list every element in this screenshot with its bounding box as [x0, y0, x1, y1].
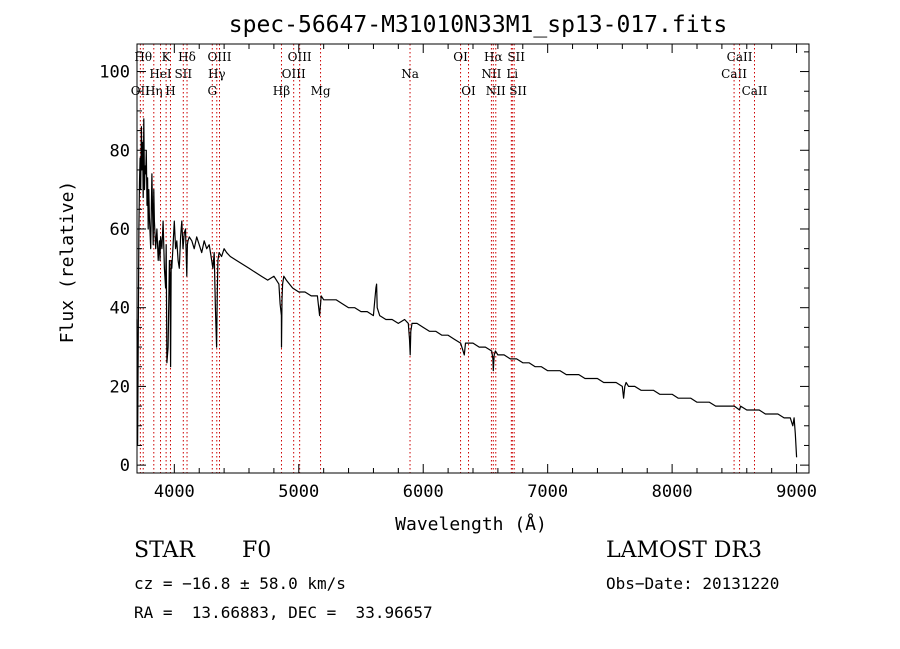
line-label-OI-6300: OI — [453, 50, 468, 64]
x-tick-label: 7000 — [527, 482, 568, 502]
series-flux — [136, 118, 798, 458]
line-label-OIII-5007: OIII — [288, 50, 312, 64]
line-label-Hη: Hη — [145, 84, 163, 98]
line-label-Li: Li — [506, 67, 518, 81]
line-label-K: K — [162, 50, 172, 64]
line-label-Mg: Mg — [311, 84, 331, 98]
y-tick-label: 60 — [110, 220, 130, 240]
line-label-NII-6548: NII — [481, 67, 501, 81]
ra-dec-coordinates: RA = 13.66883, DEC = 33.96657 — [134, 603, 433, 622]
object-class: STAR — [134, 538, 195, 563]
x-tick-label: 4000 — [154, 482, 195, 502]
y-tick-label: 40 — [110, 299, 130, 319]
chart-title: spec-56647-M31010N33M1_sp13-017.fits — [229, 12, 728, 38]
line-markers: OIIHθHηHeIKHSIIHδGHγOIIIHβOIIIOIIIMgNaOI… — [131, 44, 768, 473]
x-tick-label: 6000 — [403, 482, 444, 502]
spectrum-series — [136, 118, 798, 458]
observation-date: Obs−Date: 20131220 — [606, 574, 780, 593]
y-tick-label: 20 — [110, 377, 130, 397]
y-tick-label: 0 — [120, 456, 130, 476]
line-label-SII: SII — [174, 67, 192, 81]
x-tick-label: 8000 — [652, 482, 693, 502]
line-label-Hβ: Hβ — [273, 84, 290, 98]
x-tick-label: 9000 — [776, 482, 817, 502]
survey-name: LAMOST DR3 — [606, 538, 762, 563]
line-label-CaII-8498: CaII — [721, 67, 747, 81]
object-subclass: F0 — [242, 538, 272, 563]
line-label-Na: Na — [401, 67, 419, 81]
axes: 4000 5000 6000 7000 8000 9000 0 20 40 60 80 100 — [99, 43, 817, 502]
y-tick-label: 100 — [99, 63, 130, 83]
line-label-G: G — [207, 84, 217, 98]
line-label-HeI: HeI — [149, 67, 172, 81]
line-label-H: H — [165, 84, 175, 98]
x-tick-label: 5000 — [278, 482, 319, 502]
x-axis-label: Wavelength (Å) — [395, 513, 547, 535]
line-label-Hδ: Hδ — [178, 50, 196, 64]
line-label-Hα: Hα — [484, 50, 503, 64]
redshift-cz: cz = −16.8 ± 58.0 km/s — [134, 574, 346, 593]
y-tick-label: 80 — [110, 141, 130, 161]
line-label-OIII-4959: OIII — [282, 67, 306, 81]
line-label-CaII-8542: CaII — [727, 50, 753, 64]
line-label-SII-6731: SII — [509, 84, 527, 98]
line-label-Hθ: Hθ — [134, 50, 152, 64]
line-label-OIII-4363: OIII — [207, 50, 231, 64]
line-label-OI-6364: OI — [461, 84, 476, 98]
plot-frame — [136, 43, 810, 474]
line-label-NII-6583: NII — [486, 84, 506, 98]
line-label-SII-6716: SII — [507, 50, 525, 64]
line-label-CaII-8662: CaII — [742, 84, 768, 98]
y-axis-label: Flux (relative) — [57, 181, 78, 344]
line-label-Hγ: Hγ — [208, 67, 226, 81]
